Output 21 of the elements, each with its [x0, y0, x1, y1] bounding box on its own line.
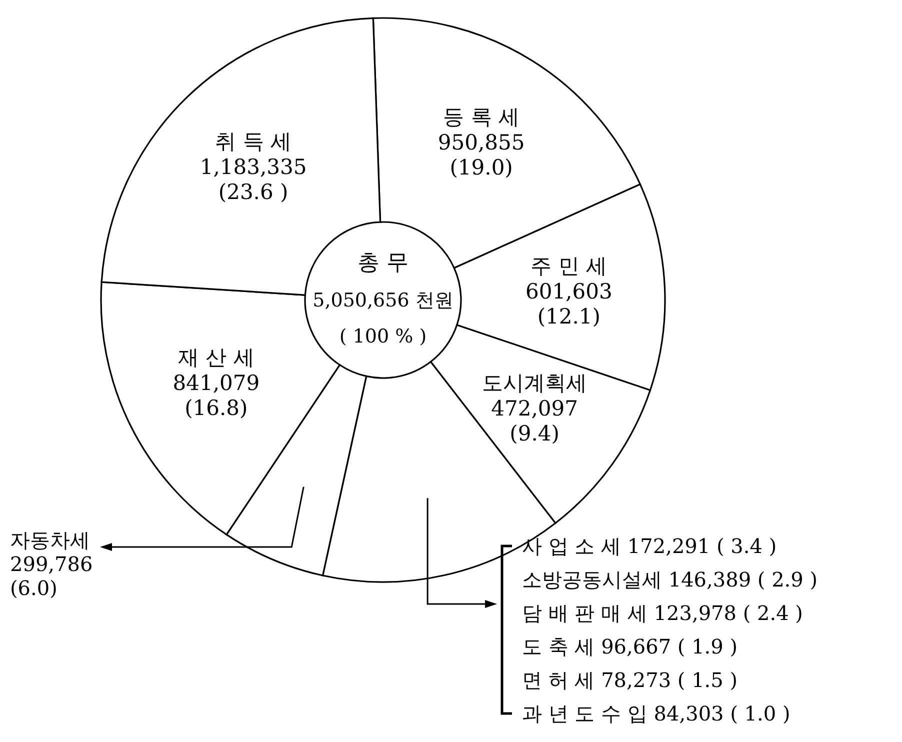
data-label: 299,786 (6.0)	[10, 552, 93, 600]
text: 담 배 판 매 세 123,978 ( 2.4 )	[522, 601, 803, 625]
data-label: 472,097 (9.4)	[491, 396, 578, 446]
data-label: 950,855 (19.0)	[438, 130, 525, 180]
text: 총 무	[358, 250, 408, 276]
text: 과 년 도 수 입 84,303 ( 1.0 )	[522, 702, 790, 726]
slice-label: 재 산 세	[178, 346, 254, 370]
data-label: 601,603 (12.1)	[525, 279, 612, 329]
data-label: 841,079 (16.8)	[172, 370, 260, 420]
slice-label: 취 득 세	[215, 130, 292, 154]
slice-label: 등 록 세	[443, 105, 520, 130]
legend-label: 자동차세	[10, 528, 90, 552]
text: 사 업 소 세 172,291 ( 3.4 )	[522, 534, 777, 558]
text: ( 100 % )	[339, 326, 427, 348]
slice-label: 주 민 세	[530, 254, 608, 278]
text: 5,050,656 천원	[312, 290, 454, 312]
data-label: 1,183,335 (23.6 )	[200, 154, 307, 204]
text: 면 허 세 78,273 ( 1.5 )	[522, 668, 738, 692]
text: 도 축 세 96,667 ( 1.9 )	[522, 634, 738, 658]
slice-label: 도시계획세	[482, 371, 588, 396]
text: 소방공동시설세 146,389 ( 2.9 )	[522, 568, 818, 592]
